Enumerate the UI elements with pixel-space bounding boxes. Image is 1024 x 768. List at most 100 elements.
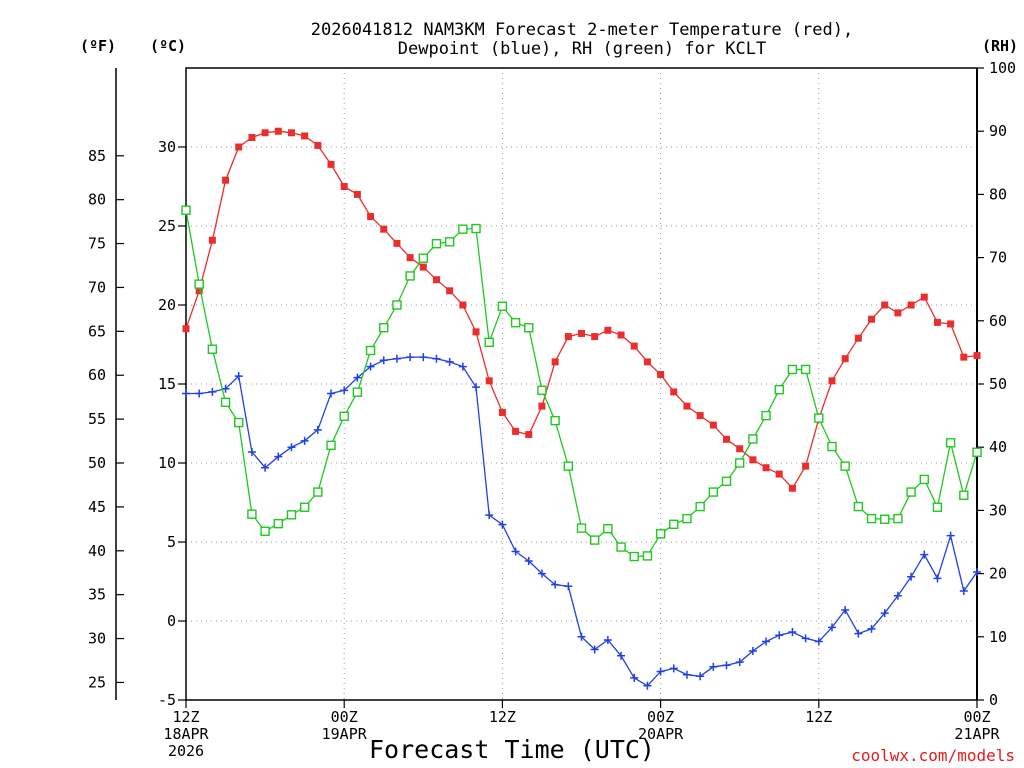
fahrenheit-tick-label: 55 [88,410,106,428]
rh-point [603,524,613,534]
rh-point [194,279,204,289]
temperature-point [788,484,796,492]
rh-tick-label: 0 [989,691,998,709]
rh-tick-label: 10 [989,628,1007,646]
dewpoint-point [709,662,718,671]
dewpoint-point [722,661,731,670]
rh-point [695,501,705,512]
dewpoint-point [379,356,388,365]
temperature-point [195,287,203,295]
temperature-point [446,287,454,295]
temperature-point [696,412,704,420]
chart-title-line-2: Dewpoint (blue), RH (green) for KCLT [398,39,766,59]
dewpoint-point [735,658,744,667]
rh-point [365,345,376,356]
chart-title-line-1: 2026041812 NAM3KM Forecast 2-meter Tempe… [311,20,853,40]
dewpoint-point [432,354,441,363]
dewpoint-point [353,373,362,382]
fahrenheit-tick-label: 85 [88,147,106,165]
rh-point [576,523,587,533]
x-axis-label: Forecast Time (UTC) [369,735,655,764]
temperature-point [525,431,533,439]
temperature-point [657,371,665,379]
rh-point [326,440,336,451]
dewpoint-point [854,629,863,638]
temperature-line [185,130,978,490]
dewpoint-point [656,667,665,676]
dewpoint-point [973,568,981,577]
dewpoint-point [801,634,810,643]
dewpoint-point [907,572,916,581]
temperature-point [670,388,678,396]
temperature-point [894,309,902,317]
rh-point [339,411,349,421]
temperature-point [933,318,941,326]
rh-point [800,364,811,375]
rh-point [207,344,218,354]
dewpoint-point [195,389,204,398]
rh-point [945,438,956,448]
rh-point [550,415,560,426]
dewpoint-point [498,520,507,529]
fahrenheit-tick-label: 80 [88,191,106,209]
x-tick-label: 00Z [331,708,358,726]
rh-point [932,502,943,512]
temperature-point [868,315,876,323]
celsius-tick-label: 20 [158,296,176,314]
data-series [181,127,982,690]
dewpoint-point [841,605,850,614]
temperature-point [340,183,348,190]
rh-point [471,223,481,234]
dewpoint-point [577,632,586,641]
axis-ticks: -5 0 5 10 15 20 25 30 25 30 35 40 45 50 55 60 65 70 75 80 85… [88,59,1016,760]
rh-point [379,323,389,333]
temperature-point [472,328,480,336]
dewpoint-point [880,609,889,618]
temperature-point [353,190,361,198]
temperature-point [802,462,810,470]
dewpoint-point [485,511,494,520]
rh-point [299,502,310,512]
x-tick-label: 12Z [172,708,199,726]
rh-point [787,364,798,375]
dewpoint-point [340,386,349,395]
temperature-point [881,301,889,309]
rh-point [537,385,547,396]
dewpoint-point [617,651,626,660]
dewpoint-point [762,637,771,646]
temperature-point [591,333,599,341]
temperature-point [432,276,440,284]
rh-point [735,458,745,468]
rh-point [524,323,534,333]
temperature-point [920,293,928,301]
temperature-point [973,352,981,360]
dewpoint-point [630,673,639,682]
dewpoint-point [775,631,784,640]
rh-tick-label: 60 [989,312,1007,330]
rh-point [589,535,600,545]
rh-point [497,301,508,311]
rh-tick-label: 50 [989,375,1007,393]
dewpoint-point [788,628,797,637]
temperature-point [182,325,190,333]
dewpoint-point [564,582,573,591]
temperature-point [854,334,862,342]
rh-point [247,509,257,519]
rh-point [669,519,679,530]
dewpoint-point [327,389,336,398]
dewpoint-point [814,637,823,646]
rh-point [906,487,916,497]
rh-point [761,410,771,421]
rh-tick-label: 40 [989,438,1007,456]
celsius-tick-label: 0 [167,612,176,630]
temperature-point [406,254,414,262]
temperature-point [327,160,335,168]
dewpoint-point [366,362,375,371]
rh-point [444,237,455,247]
rh-unit-label: (RH) [982,37,1018,55]
temperature-point [841,355,849,363]
temperature-point [683,402,691,410]
rh-tick-label: 100 [989,59,1016,77]
series-dewpoint [182,353,981,690]
dewpoint-point [682,670,691,679]
